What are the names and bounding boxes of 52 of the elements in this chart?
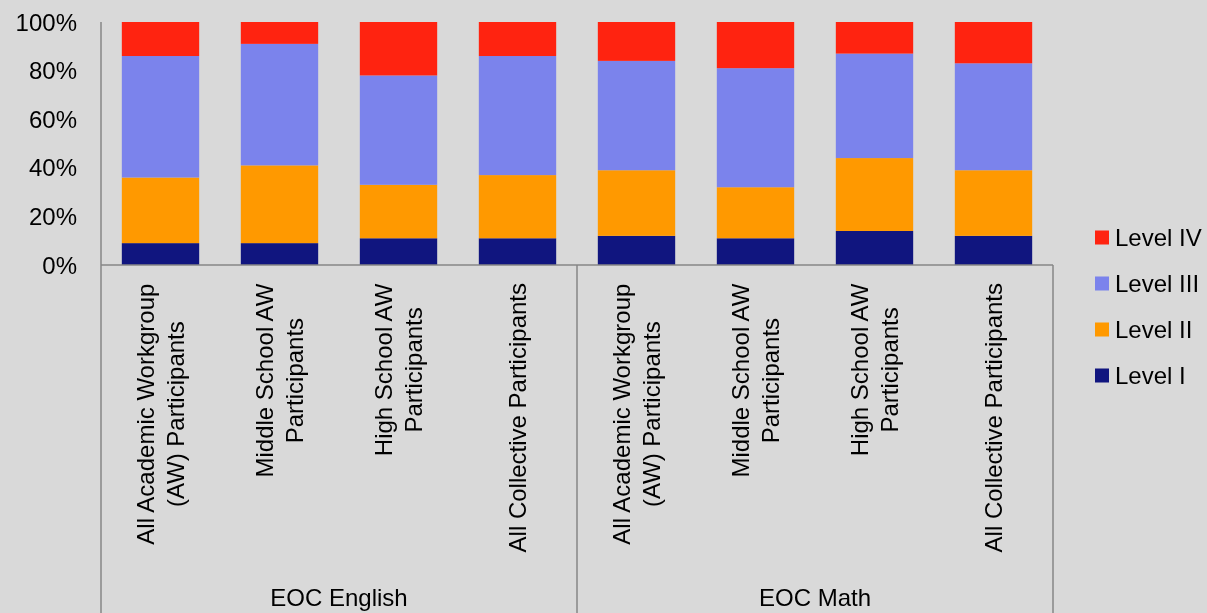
legend-label: Level I: [1115, 362, 1186, 389]
x-tick-label: Middle School AW Participants: [727, 283, 784, 478]
bar: [716, 187, 795, 239]
x-tick-label: High School AW Participants: [846, 283, 903, 457]
bar: [478, 56, 557, 176]
bar: [240, 243, 319, 265]
bar: [597, 22, 676, 61]
bar: [240, 165, 319, 244]
bar: [835, 230, 914, 265]
bar: [478, 175, 557, 239]
bar: [954, 22, 1033, 64]
bar: [597, 170, 676, 236]
bar: [716, 238, 795, 265]
text: EOC Math: [758, 584, 872, 611]
y-tick-label: 0%: [42, 251, 77, 279]
y-tick-label: 20%: [28, 202, 77, 230]
bar: [716, 68, 795, 188]
x-tick-label: Middle School AW Participants: [251, 283, 308, 478]
bar: [954, 170, 1033, 236]
bar: [835, 22, 914, 54]
bar: [121, 22, 200, 57]
bar: [597, 60, 676, 171]
bar: [835, 53, 914, 159]
bar: [716, 22, 795, 69]
x-tick-label: High School AW Participants: [370, 283, 427, 457]
bar: [597, 235, 676, 265]
bar: [954, 235, 1033, 265]
y-tick-label: 80%: [28, 57, 77, 85]
legend-label: Level III: [1115, 270, 1200, 297]
bar: [240, 43, 319, 166]
bar: [121, 243, 200, 265]
x-tick-label: All Collective Participants: [980, 283, 1007, 553]
legend-label: Level II: [1115, 316, 1193, 343]
y-tick-label: 100%: [15, 8, 77, 36]
bar: [478, 22, 557, 57]
bar: [954, 63, 1033, 171]
legend-label: Level IV: [1115, 224, 1202, 251]
bar: [121, 56, 200, 178]
bar: [359, 184, 438, 239]
x-tick-label: All Academic Workgroup (AW) Participants: [608, 283, 665, 545]
x-tick-label: All Collective Participants: [504, 283, 531, 553]
bar: [359, 22, 438, 76]
y-tick-label: 40%: [28, 154, 77, 182]
bar: [240, 22, 319, 44]
bar: [359, 238, 438, 265]
y-tick-label: 60%: [28, 105, 77, 133]
bar: [478, 238, 557, 265]
x-tick-label: All Academic Workgroup (AW) Participants: [132, 283, 189, 545]
bar: [359, 75, 438, 185]
bar: [121, 177, 200, 244]
bar: [835, 158, 914, 231]
text: EOC English: [270, 584, 408, 611]
